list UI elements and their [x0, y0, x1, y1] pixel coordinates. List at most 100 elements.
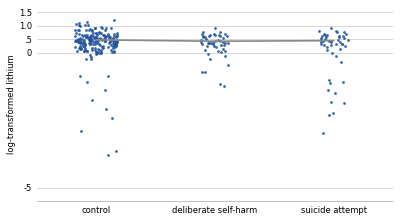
Point [217, 39, 223, 43]
Point [82, 46, 89, 50]
Point [75, 40, 82, 44]
Point [339, 42, 346, 46]
Point [92, 48, 99, 52]
Point [326, 79, 332, 82]
Point [108, 44, 114, 47]
Point [213, 45, 220, 49]
Point [76, 36, 83, 40]
Point [110, 50, 117, 53]
Point [102, 34, 108, 38]
Point [112, 39, 118, 42]
Point [336, 34, 342, 38]
Point [80, 40, 87, 44]
Point [77, 40, 83, 44]
Point [76, 32, 82, 36]
Point [98, 50, 105, 54]
Point [77, 39, 84, 42]
Point [102, 88, 108, 91]
Point [98, 38, 105, 42]
Point [77, 74, 84, 78]
Point [214, 49, 221, 52]
Point [216, 30, 223, 34]
Point [82, 36, 89, 39]
Point [220, 47, 226, 51]
Point [324, 46, 330, 49]
Point [199, 32, 205, 36]
Point [100, 45, 106, 48]
Point [102, 36, 108, 40]
Point [88, 55, 94, 58]
Point [101, 38, 108, 42]
Point [342, 44, 348, 47]
Point [100, 34, 106, 37]
Point [113, 36, 119, 39]
Point [208, 41, 214, 45]
Point [328, 39, 334, 43]
Point [89, 28, 96, 32]
Point [76, 28, 82, 32]
Point [320, 131, 326, 135]
Point [88, 38, 94, 41]
Point [76, 41, 82, 44]
Point [221, 85, 228, 88]
Point [111, 50, 117, 54]
Point [76, 46, 83, 50]
Point [75, 28, 81, 31]
Point [105, 46, 111, 49]
Point [327, 40, 334, 44]
Point [72, 34, 78, 37]
Point [83, 57, 90, 60]
Point [222, 54, 228, 57]
Point [93, 31, 99, 35]
Point [98, 51, 104, 55]
Point [318, 38, 324, 42]
Point [207, 57, 213, 61]
Point [86, 54, 93, 57]
Point [217, 50, 224, 54]
Point [78, 46, 84, 50]
Point [340, 80, 346, 83]
Point [76, 47, 83, 51]
Point [94, 36, 100, 39]
Point [102, 35, 108, 39]
Point [110, 36, 117, 40]
Point [75, 39, 81, 42]
Point [216, 33, 222, 36]
Point [206, 35, 212, 38]
Point [100, 46, 106, 50]
Point [101, 34, 107, 37]
Point [321, 33, 327, 36]
Point [86, 27, 93, 30]
Point [212, 39, 218, 43]
Point [90, 31, 96, 35]
Point [111, 34, 117, 38]
Point [343, 32, 349, 36]
Point [198, 40, 204, 44]
Point [114, 34, 120, 37]
Point [93, 40, 100, 43]
Point [75, 40, 81, 44]
Point [99, 45, 106, 49]
Point [78, 130, 84, 133]
Point [323, 36, 330, 39]
Point [224, 63, 231, 67]
Point [94, 51, 100, 54]
Point [320, 40, 327, 43]
Point [72, 39, 78, 43]
Point [90, 39, 96, 43]
Point [318, 42, 324, 45]
Point [110, 41, 116, 45]
Point [112, 150, 119, 153]
Point [332, 54, 339, 58]
Point [325, 89, 331, 92]
Point [101, 28, 108, 32]
Point [106, 36, 112, 40]
Point [341, 36, 347, 40]
Point [225, 41, 231, 44]
Point [83, 36, 90, 39]
Point [83, 50, 90, 53]
Point [339, 42, 346, 46]
Point [97, 25, 104, 29]
Point [88, 40, 94, 44]
Point [198, 71, 205, 74]
